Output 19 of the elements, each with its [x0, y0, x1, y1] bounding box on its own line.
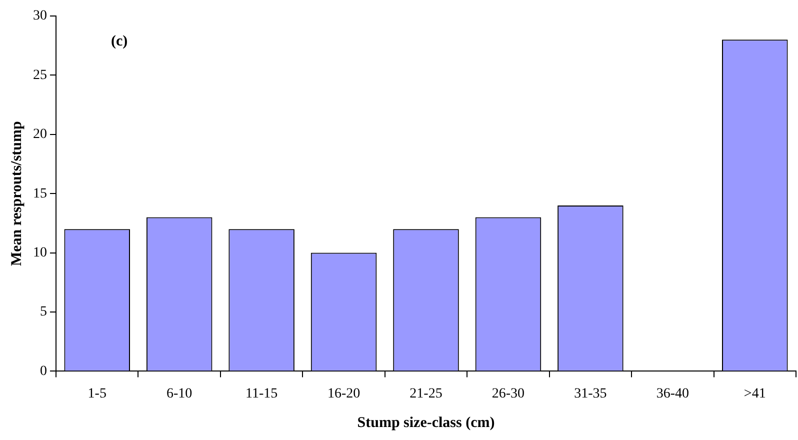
y-tick-label: 30 — [33, 8, 47, 24]
y-axis-title: Mean resprouts/stump — [8, 121, 25, 266]
y-tick-label: 0 — [40, 364, 47, 379]
x-tick-label: 11-15 — [245, 386, 278, 402]
x-tick-label: 36-40 — [656, 386, 690, 402]
y-tick-label: 5 — [40, 304, 47, 320]
y-tick-label: 10 — [33, 245, 47, 260]
y-tick-label: 20 — [33, 127, 47, 142]
x-tick-label: 1-5 — [88, 386, 106, 402]
annotation: (c) — [111, 33, 128, 50]
x-tick-label: 6-10 — [166, 386, 192, 402]
x-tick-label: 26-30 — [492, 386, 525, 402]
x-tick-label: 16-20 — [327, 386, 360, 402]
y-tick-label: 25 — [33, 68, 47, 83]
y-tick-label: 15 — [33, 186, 47, 202]
x-tick-label: 21-25 — [410, 386, 442, 402]
x-tick-label: 31-35 — [574, 386, 607, 402]
x-axis-title: Stump size-class (cm) — [357, 414, 495, 431]
x-tick-label: >41 — [744, 386, 766, 402]
